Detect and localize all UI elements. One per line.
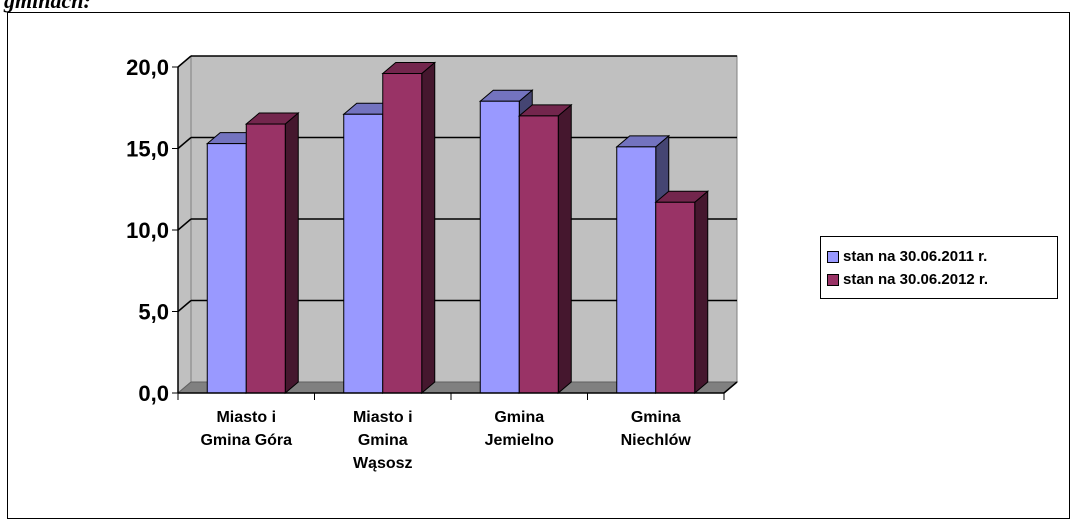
x-tick-label-line: Miasto i [216, 409, 276, 426]
legend-label-2011: stan na 30.06.2011 r. [843, 248, 988, 265]
bar [245, 123, 286, 394]
legend-item-2012: stan na 30.06.2012 r. [827, 268, 1057, 291]
legend-item-2011: stan na 30.06.2011 r. [827, 245, 1057, 268]
x-tick-label-line: Miasto i [353, 409, 413, 426]
bar [479, 100, 520, 394]
bar [382, 73, 423, 394]
y-tick-label: 20,0 [126, 55, 169, 80]
bar-side [284, 111, 299, 395]
x-tick-label: Miasto i Gmina Góra [200, 409, 292, 449]
bar [655, 201, 696, 394]
bar [518, 115, 559, 394]
page-heading: gminach: [4, 0, 91, 13]
bar-side [421, 61, 436, 395]
y-tick-label: 0,0 [138, 381, 169, 406]
legend-swatch-2011 [827, 250, 839, 263]
x-tick-label: Gmina Jemielno [485, 409, 555, 449]
x-tick-label: Miasto i Gmina Wąsosz [353, 409, 413, 472]
gridline-side [177, 299, 192, 313]
bar-side [694, 190, 709, 395]
y-tick-label: 5,0 [138, 300, 169, 325]
y-tick-label: 10,0 [126, 218, 169, 243]
bar [206, 143, 247, 394]
chart-legend: stan na 30.06.2011 r. stan na 30.06.2012… [820, 236, 1058, 299]
x-tick-label-line: Wąsosz [353, 455, 413, 472]
legend-swatch-2012 [827, 273, 839, 286]
y-tick-label: 15,0 [126, 137, 169, 162]
gridline-side [177, 55, 192, 68]
x-tick-label: Gmina Niechlów [621, 409, 692, 449]
legend-label-2012: stan na 30.06.2012 r. [843, 271, 989, 288]
x-axis-depth [723, 381, 738, 394]
x-tick-label-line: Gmina Góra [200, 432, 292, 449]
x-tick-label-line: Gmina [494, 409, 544, 426]
gridline-side [177, 136, 192, 150]
bar [343, 113, 384, 394]
bar-side [557, 103, 572, 395]
gridline-side [177, 218, 192, 231]
x-tick-label-line: Niechlów [621, 432, 692, 449]
x-tick-label-line: Gmina [358, 432, 408, 449]
bar [616, 146, 657, 394]
x-tick-label-line: Gmina [631, 409, 681, 426]
x-tick-label-line: Jemielno [485, 432, 555, 449]
